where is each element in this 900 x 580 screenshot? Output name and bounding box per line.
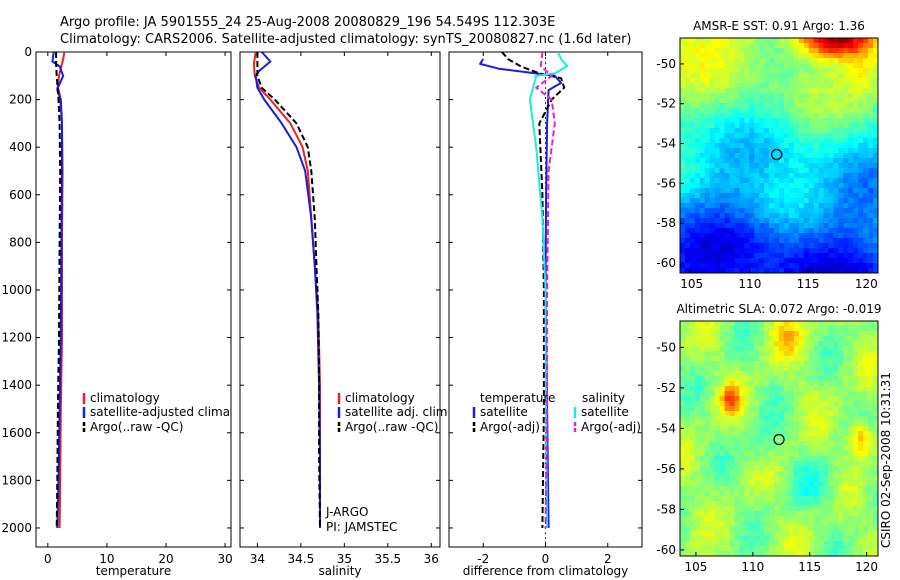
sla-frame	[679, 320, 879, 557]
sst-cells	[680, 38, 878, 273]
difference-legend-sal-satellite-label: satellite	[581, 405, 629, 419]
sla-ytick-label: -52	[656, 381, 676, 395]
salinity-xtick-label: 35.5	[374, 552, 401, 566]
sla-ytick-label: -58	[656, 502, 676, 516]
difference-xtick-label: 2	[604, 552, 612, 566]
difference-line-temperature-argo-adj-	[501, 52, 566, 529]
salinity-legend-satellite-label: satellite adj. clim.	[345, 405, 451, 419]
temperature-ytick-label: 2000	[1, 521, 32, 535]
temperature-ytick-label: 1200	[1, 331, 32, 345]
salinity-xlabel: salinity	[318, 564, 361, 578]
sst-ytick-label: -60	[656, 256, 676, 270]
temperature-ytick-label: 200	[9, 93, 32, 107]
difference-line-salinity-argo-adj-	[535, 52, 556, 529]
header-line-2: Climatology: CARS2006. Satellite-adjuste…	[60, 32, 632, 47]
temperature-xtick-label: 0	[44, 552, 52, 566]
sla-title: Altimetric SLA: 0.072 Argo: -0.019	[676, 302, 881, 316]
salinity-xtick-label: 34.5	[288, 552, 315, 566]
sst-xtick-label: 120	[855, 277, 878, 291]
salinity-legend-climatology-label: climatology	[345, 391, 415, 405]
temperature-ytick-label: 1000	[1, 283, 32, 297]
sla-xtick-label: 110	[741, 560, 764, 574]
temperature-ytick-label: 800	[9, 235, 32, 249]
sst-xtick-label: 110	[738, 277, 761, 291]
temperature-legend-argo-label: Argo(..raw -QC)	[90, 420, 183, 434]
difference-legend-temp-satellite-label: satellite	[480, 405, 528, 419]
difference-legend-header-salinity: salinity	[582, 391, 625, 405]
salinity-xtick-label: 35	[337, 552, 352, 566]
salinity-frame	[239, 51, 441, 548]
temperature-ytick-label: 1800	[1, 473, 32, 487]
temperature-ytick-label: 600	[9, 188, 32, 202]
salinity-legend-argo-label: Argo(..raw -QC)	[345, 420, 438, 434]
difference-legend-header-temperature: temperature	[480, 391, 555, 405]
salinity-annotation-pi: PI: JAMSTEC	[326, 520, 397, 534]
sla-ytick-label: -56	[656, 462, 676, 476]
temperature-xlabel: temperature	[96, 564, 171, 578]
sst-map-panel: AMSR-E SST: 0.91 Argo: 1.36 105 110 115 120 -…	[656, 19, 879, 291]
sla-ytick-label: -54	[656, 421, 676, 435]
temperature-frame	[35, 51, 232, 548]
temperature-legend-satellite-label: satellite-adjusted climatology	[90, 405, 268, 419]
salinity-series-group	[252, 52, 321, 529]
temperature-xtick-label: 20	[158, 552, 173, 566]
sla-xtick-label: 105	[684, 560, 707, 574]
sst-argo-marker	[771, 148, 783, 161]
sla-argo-marker	[773, 433, 785, 446]
header-line-1: Argo profile: JA 5901555_24 25-Aug-2008 …	[60, 15, 555, 30]
difference-legend-temp-argo-label: Argo(-adj)	[480, 420, 540, 434]
difference-xlabel: difference from climatology	[463, 564, 629, 578]
sla-xtick-label: 120	[855, 560, 878, 574]
temperature-xtick-label: 10	[99, 552, 114, 566]
sla-xtick-label: 115	[798, 560, 821, 574]
temperature-ytick-label: 400	[9, 140, 32, 154]
temperature-ytick-label: 1600	[1, 426, 32, 440]
sst-xtick-label: 105	[680, 277, 703, 291]
sst-ytick-label: -58	[656, 216, 676, 230]
temperature-legend-climatology-label: climatology	[90, 391, 160, 405]
difference-legend-sal-argo-label: Argo(-adj)	[581, 420, 641, 434]
salinity-xtick-label: 34	[250, 552, 265, 566]
temperature-line-argo-raw-qc-	[55, 52, 62, 529]
temperature-ytick-label: 1400	[1, 378, 32, 392]
salinity-panel: 34 34.5 35 35.5 36 salinity climatologysatelli…	[239, 51, 451, 578]
sst-frame	[679, 37, 879, 274]
sla-cells	[680, 321, 878, 556]
sst-ytick-label: -56	[656, 176, 676, 190]
sst-ytick-label: -52	[656, 97, 676, 111]
sla-ytick-label: -60	[656, 543, 676, 557]
temperature-xtick-label: 30	[217, 552, 232, 566]
side-timestamp: CSIRO 02-Sep-2008 10:31:31	[879, 372, 893, 548]
temperature-series-group	[51, 52, 66, 529]
difference-line-salinity-satellite	[528, 52, 569, 529]
sst-xtick-label: 115	[797, 277, 820, 291]
temperature-line-satellite-adjusted-climatology	[51, 52, 65, 529]
sst-title: AMSR-E SST: 0.91 Argo: 1.36	[693, 19, 865, 33]
difference-xtick-label: -2	[477, 552, 489, 566]
salinity-xtick-label: 36	[424, 552, 439, 566]
sla-ytick-label: -50	[656, 340, 676, 354]
difference-xtick-label: 0	[542, 552, 550, 566]
sst-ytick-label: -50	[656, 57, 676, 71]
salinity-annotation-jargo: J-ARGO	[325, 505, 368, 519]
difference-series-group	[479, 52, 569, 529]
temperature-panel: 0 10 20 30 0 200 400 600 800 1000 1200 1400 1600 1800…	[1, 45, 268, 578]
temperature-ytick-label: 0	[24, 45, 32, 59]
sst-ytick-label: -54	[656, 137, 676, 151]
sla-map-panel: Altimetric SLA: 0.072 Argo: -0.019 105 110…	[656, 302, 881, 574]
